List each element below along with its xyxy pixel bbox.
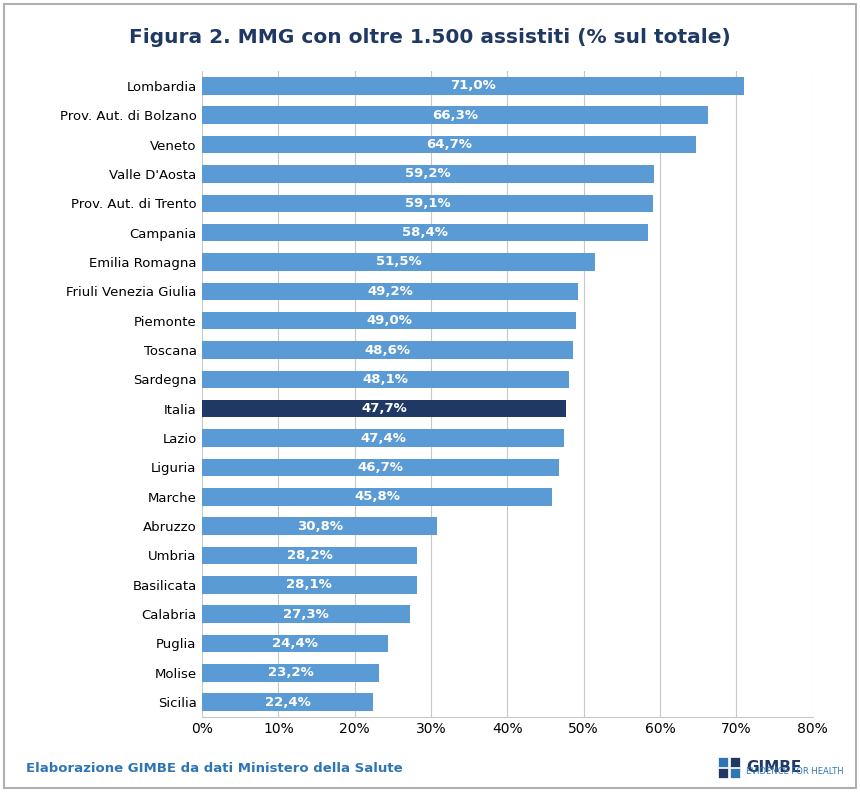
Text: 27,3%: 27,3% [284, 607, 329, 621]
Text: 58,4%: 58,4% [402, 227, 448, 239]
Bar [202, 693, 373, 711]
Text: 47,4%: 47,4% [360, 432, 406, 444]
Text: 49,0%: 49,0% [366, 314, 412, 327]
Bar [202, 283, 578, 300]
Bar [202, 77, 744, 95]
Bar [202, 517, 437, 535]
Text: 48,1%: 48,1% [363, 373, 408, 386]
Text: 71,0%: 71,0% [450, 79, 496, 93]
Text: EVIDENCE FOR HEALTH: EVIDENCE FOR HEALTH [746, 767, 845, 776]
Text: 46,7%: 46,7% [358, 461, 403, 474]
Bar [202, 136, 696, 154]
Text: GIMBE: GIMBE [746, 760, 802, 775]
Text: 22,4%: 22,4% [265, 695, 310, 709]
Text: 28,2%: 28,2% [287, 549, 333, 562]
Bar [202, 488, 551, 505]
Text: Elaborazione GIMBE da dati Ministero della Salute: Elaborazione GIMBE da dati Ministero del… [26, 762, 402, 775]
Bar [202, 341, 573, 359]
Text: 24,4%: 24,4% [273, 637, 318, 650]
Bar [202, 400, 566, 417]
Text: 47,7%: 47,7% [361, 402, 407, 415]
Bar [202, 459, 558, 476]
Bar [202, 195, 654, 212]
Text: 51,5%: 51,5% [376, 256, 421, 268]
Text: 23,2%: 23,2% [267, 666, 314, 680]
Bar [202, 605, 410, 623]
Text: 64,7%: 64,7% [426, 138, 472, 151]
Bar [202, 371, 569, 388]
Text: 59,1%: 59,1% [405, 196, 451, 210]
Bar [202, 166, 654, 183]
Text: 66,3%: 66,3% [432, 109, 478, 122]
Text: 45,8%: 45,8% [354, 490, 400, 503]
Bar [202, 664, 379, 682]
Bar [202, 106, 708, 124]
Text: Figura 2. MMG con oltre 1.500 assistiti (% sul totale): Figura 2. MMG con oltre 1.500 assistiti … [129, 28, 731, 47]
Bar [202, 224, 648, 242]
Bar [202, 576, 416, 593]
Bar [202, 546, 417, 564]
Text: 30,8%: 30,8% [297, 520, 342, 532]
Text: 59,2%: 59,2% [405, 167, 451, 181]
Bar [202, 634, 389, 653]
Bar [202, 312, 576, 329]
Bar [202, 253, 595, 271]
Text: 49,2%: 49,2% [367, 285, 413, 298]
Text: 28,1%: 28,1% [286, 578, 332, 592]
Bar [202, 429, 564, 447]
Text: 48,6%: 48,6% [365, 344, 410, 356]
